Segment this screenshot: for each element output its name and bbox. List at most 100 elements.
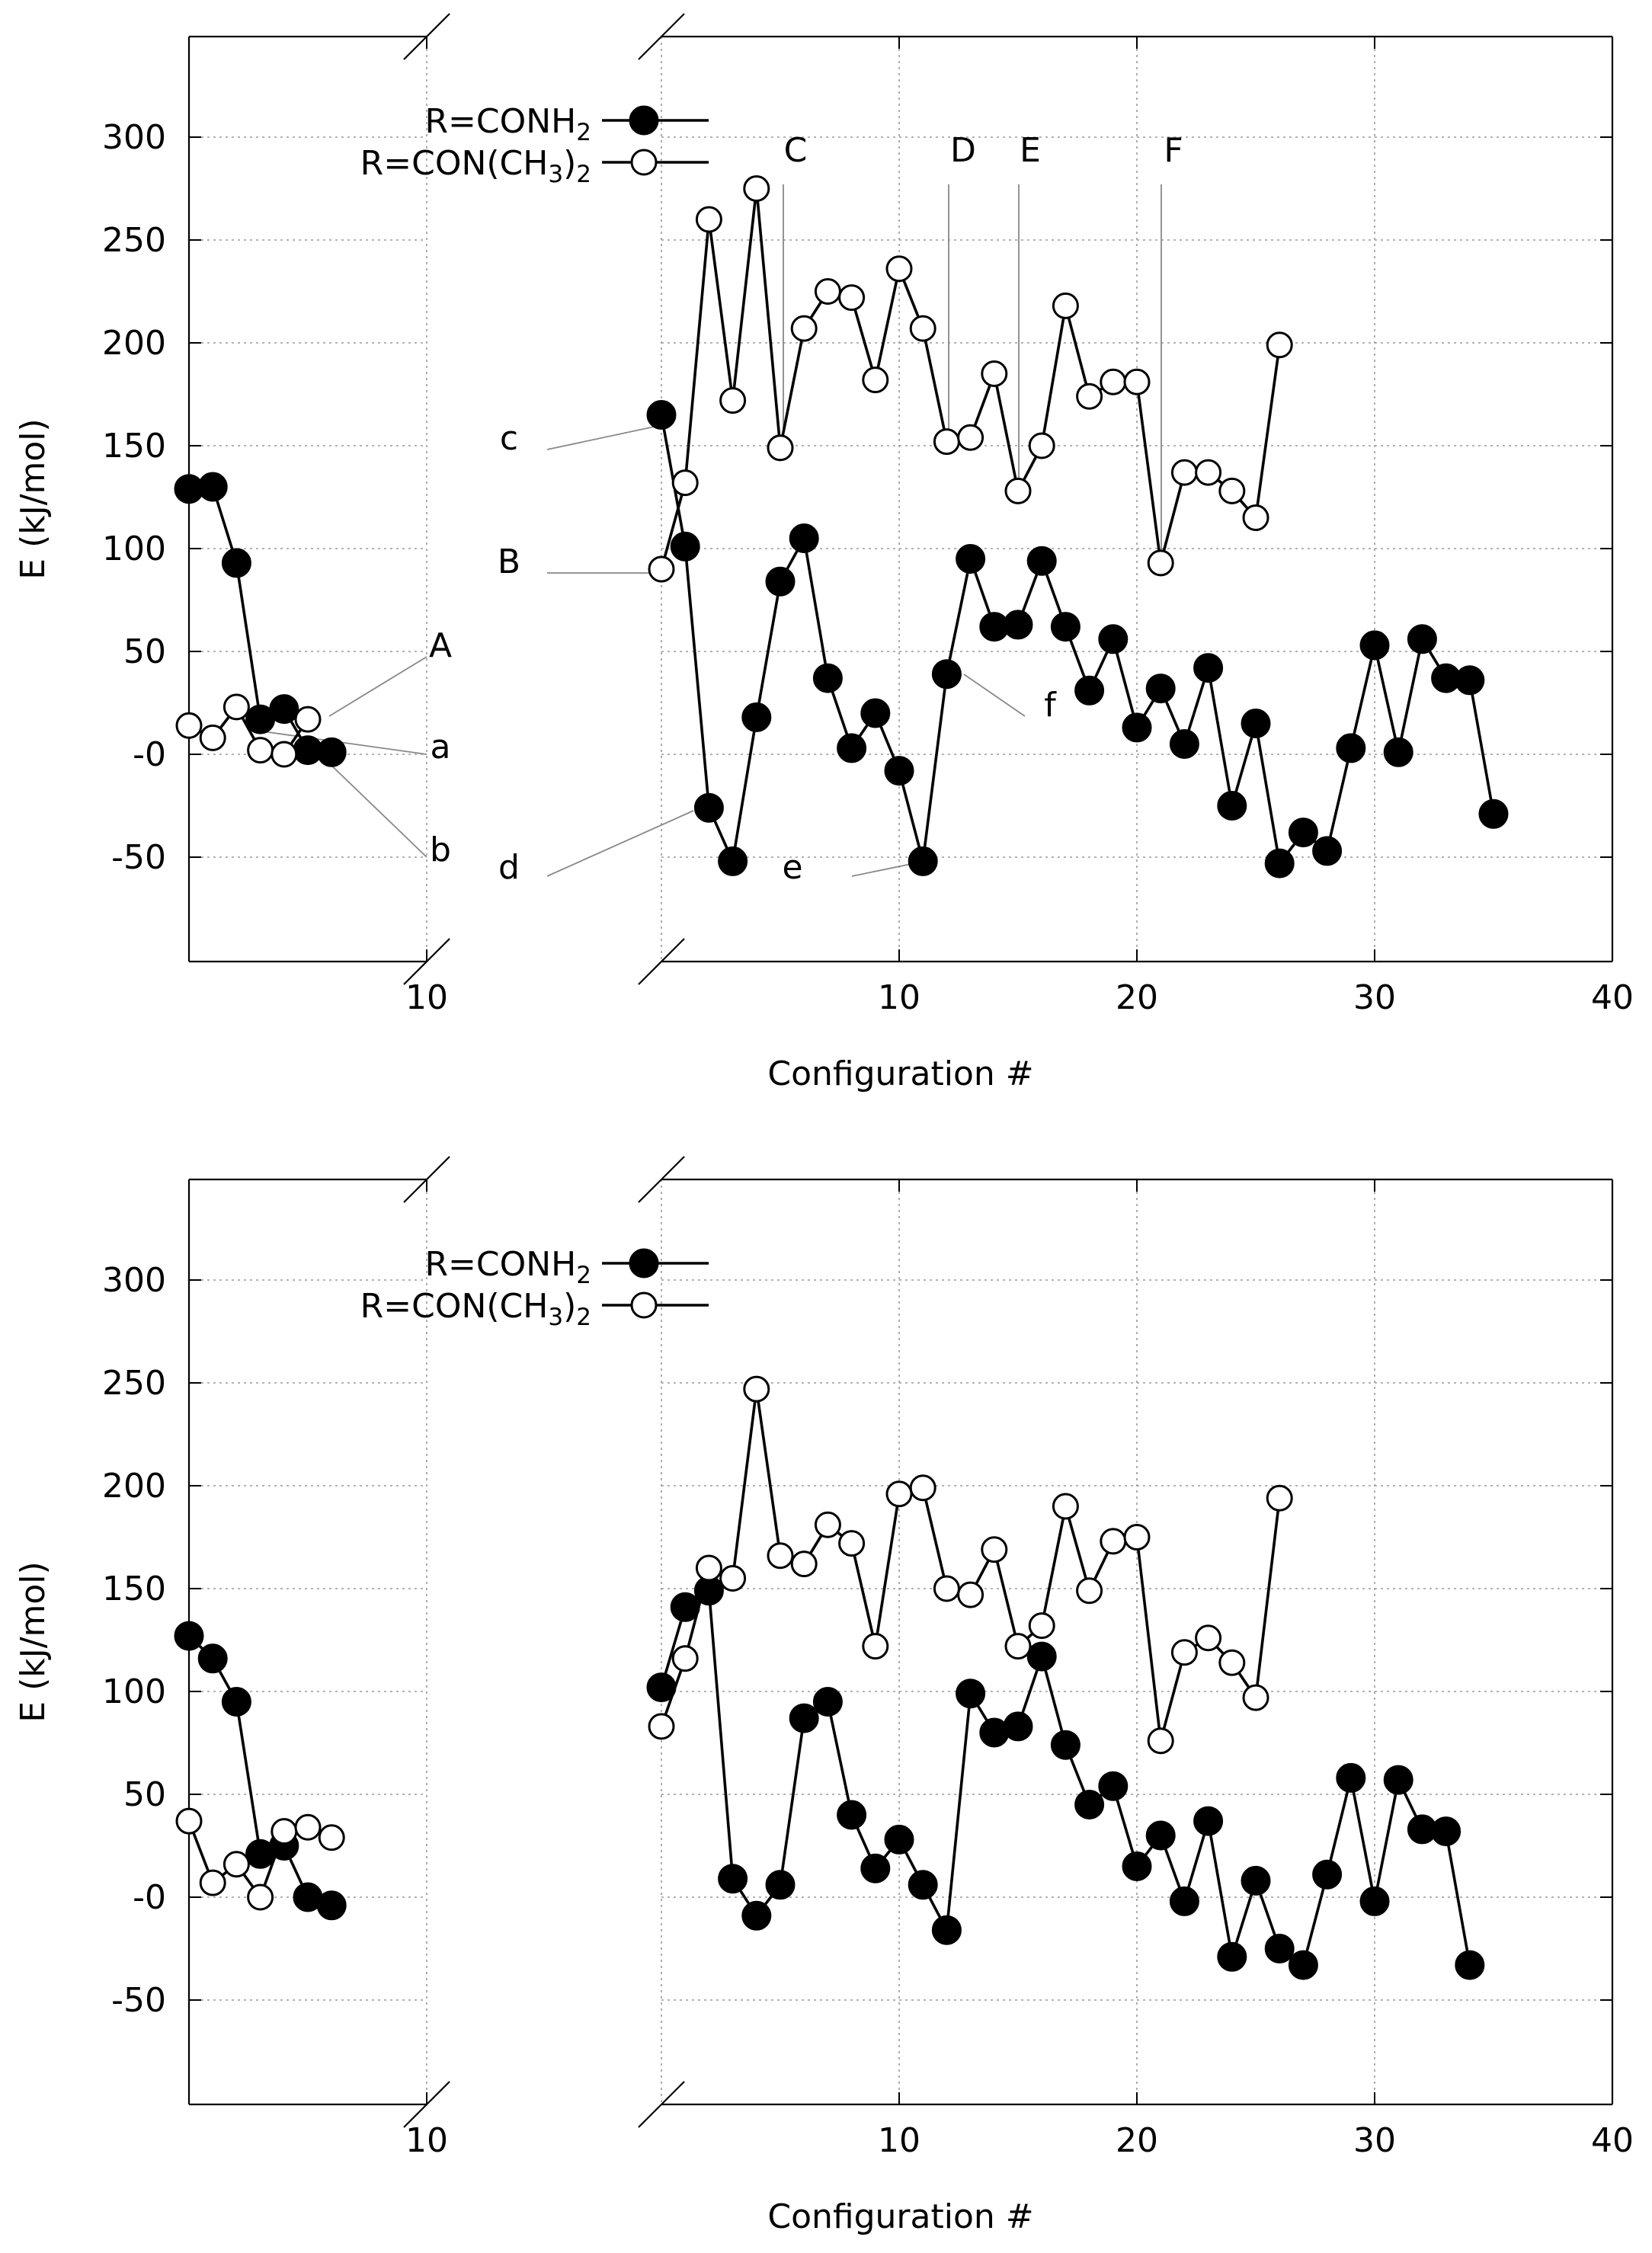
data-point — [1074, 1790, 1105, 1819]
data-point — [648, 555, 675, 583]
data-point — [199, 1869, 226, 1896]
legend-sub: 3 — [548, 161, 563, 188]
data-point — [908, 1870, 938, 1900]
x-tick-label: 40 — [1591, 978, 1634, 1017]
legend-marker — [630, 149, 658, 176]
data-point — [271, 1818, 298, 1845]
annotation-label-c: c — [500, 419, 518, 458]
data-point — [1312, 1859, 1343, 1890]
legend-label-text: R=CONH — [424, 1245, 576, 1284]
data-point — [933, 428, 960, 456]
x-tick-label: 10 — [405, 2121, 448, 2160]
annotation-label-f: f — [1044, 686, 1057, 725]
legend-label-text: R=CON(CH — [360, 1287, 549, 1326]
data-point — [931, 1915, 962, 1945]
axis-break-mark — [638, 2081, 685, 2128]
data-point — [767, 434, 794, 462]
data-point — [1123, 1524, 1151, 1551]
data-point — [814, 1511, 841, 1538]
data-point — [1288, 818, 1318, 848]
data-point — [837, 733, 867, 763]
annotation-label-e: e — [782, 848, 802, 887]
x-tick-label: 40 — [1591, 2121, 1634, 2160]
data-point — [1028, 1612, 1055, 1640]
data-point — [247, 1883, 274, 1911]
x-tick-label: 30 — [1353, 978, 1396, 1017]
legend-label-text: ) — [563, 144, 576, 183]
data-point — [862, 1633, 889, 1660]
data-point — [1004, 477, 1032, 504]
data-point — [884, 756, 914, 786]
data-point — [885, 1480, 913, 1508]
data-point — [1003, 610, 1033, 640]
legend-marker — [629, 105, 659, 136]
y-tick-label: 300 — [102, 118, 166, 157]
annotation-label-A: A — [429, 626, 452, 665]
data-point — [1147, 1727, 1174, 1755]
data-point — [693, 792, 724, 823]
data-point — [743, 1375, 770, 1403]
annotations: Aa b Bc d C D E Fe f — [262, 131, 1183, 887]
data-point — [1195, 459, 1222, 486]
data-point — [765, 566, 796, 597]
x-tick-label: 30 — [1353, 2121, 1396, 2160]
data-point — [1407, 624, 1437, 654]
data-point — [838, 1530, 866, 1557]
data-point — [1336, 1762, 1366, 1793]
data-point — [197, 472, 228, 502]
data-point — [1264, 1934, 1295, 1963]
y-tick-label: -0 — [133, 1878, 166, 1917]
legend-label-1: R=CONH2 — [424, 1245, 591, 1289]
legend-label-text: R=CON(CH — [360, 144, 549, 183]
data-point — [767, 1542, 794, 1570]
data-point — [269, 694, 299, 725]
data-point — [174, 1621, 204, 1651]
annotation-label-E: E — [1020, 131, 1041, 170]
data-point — [837, 1800, 867, 1830]
annotation-label-C: C — [784, 131, 808, 170]
annotation-leader-a — [262, 731, 427, 755]
data-point — [197, 1643, 228, 1674]
data-point — [271, 741, 298, 768]
x-axis-title: Configuration # — [767, 1054, 1033, 1093]
data-point — [1098, 1771, 1129, 1801]
data-point — [1193, 1806, 1224, 1836]
legend-label-2: R=CON(CH3)2 — [360, 144, 591, 188]
data-point — [1478, 798, 1509, 829]
data-point — [175, 712, 203, 739]
annotation-label-d: d — [498, 848, 520, 887]
data-point — [1145, 1820, 1176, 1851]
data-point — [718, 1864, 748, 1894]
data-point — [957, 1581, 984, 1608]
data-point — [1169, 1886, 1199, 1916]
y-tick-label: 50 — [123, 632, 166, 671]
data-point — [294, 706, 322, 733]
annotation-leader-f — [963, 674, 1026, 717]
data-point — [1122, 712, 1152, 743]
data-point — [931, 659, 962, 690]
annotation-label-F: F — [1164, 131, 1183, 170]
data-point — [1217, 791, 1247, 821]
data-point — [670, 531, 700, 562]
y-tick-label: -50 — [111, 1981, 166, 2020]
legend-marker — [629, 1248, 659, 1279]
data-point — [671, 1645, 699, 1672]
axis-break-mark — [638, 938, 685, 985]
annotation-leader-d — [546, 810, 694, 877]
annotation-label-a: a — [431, 728, 451, 766]
data-point — [316, 1890, 347, 1921]
data-point — [648, 1713, 675, 1740]
data-point — [981, 1536, 1008, 1563]
data-point — [1431, 1816, 1462, 1847]
data-point — [316, 737, 347, 767]
data-point — [1050, 1730, 1081, 1760]
data-point — [1217, 1941, 1247, 1972]
chart-panel-2: 300 250 200 150 100 50 -0 -50 10 10 20 30 40 Configur… — [14, 1156, 1634, 2236]
data-point — [1193, 653, 1224, 683]
annotation-label-B: B — [498, 542, 520, 581]
data-point — [1147, 549, 1174, 577]
legend-label-1: R=CONH2 — [424, 102, 591, 146]
data-point — [789, 523, 819, 553]
data-point — [743, 175, 770, 202]
